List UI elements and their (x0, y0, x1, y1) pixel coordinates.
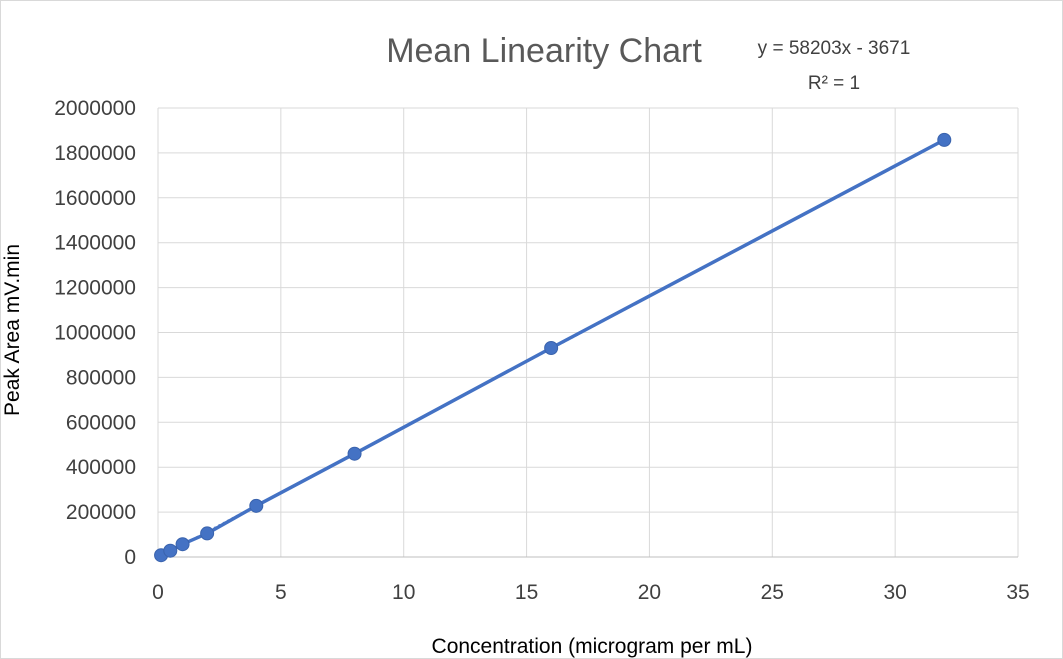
data-point (544, 340, 559, 355)
data-point (200, 526, 215, 541)
x-tick-label: 25 (761, 581, 784, 604)
series-group (154, 132, 952, 563)
trendline-equation: y = 58203x - 3671 (758, 38, 911, 59)
x-tick-labels: 0 5 10 15 20 25 30 35 (152, 581, 1030, 604)
y-tick-label: 1800000 (54, 142, 136, 165)
y-tick-labels: 0 200000 400000 600000 800000 1000000 1200000 1… (54, 97, 136, 569)
y-tick-label: 400000 (66, 456, 136, 479)
x-axis-title: Concentration (microgram per mL) (432, 635, 753, 658)
x-tick-label: 30 (883, 581, 906, 604)
x-tick-label: 5 (275, 581, 287, 604)
y-tick-label: 1600000 (54, 187, 136, 210)
data-point (249, 498, 264, 513)
x-tick-label: 10 (392, 581, 415, 604)
x-tick-label: 20 (638, 581, 661, 604)
y-axis-title: Peak Area mV.min (1, 244, 24, 416)
x-tick-label: 0 (152, 581, 164, 604)
data-point (937, 132, 952, 147)
y-tick-label: 1400000 (54, 232, 136, 255)
data-point (175, 537, 190, 552)
chart-title: Mean Linearity Chart (386, 32, 702, 70)
y-tick-label: 1000000 (54, 322, 136, 345)
grid (158, 107, 1019, 557)
y-tick-label: 800000 (66, 366, 136, 389)
y-tick-label: 1200000 (54, 277, 136, 300)
x-tick-label: 15 (515, 581, 538, 604)
data-point (347, 446, 362, 461)
y-tick-label: 200000 (66, 501, 136, 524)
y-tick-label: 600000 (66, 411, 136, 434)
x-tick-label: 35 (1006, 581, 1029, 604)
y-tick-label: 0 (124, 546, 136, 569)
axes (157, 108, 1018, 558)
trendline-r-squared: R² = 1 (808, 73, 860, 94)
data-point (163, 543, 178, 558)
y-tick-label: 2000000 (54, 97, 136, 120)
